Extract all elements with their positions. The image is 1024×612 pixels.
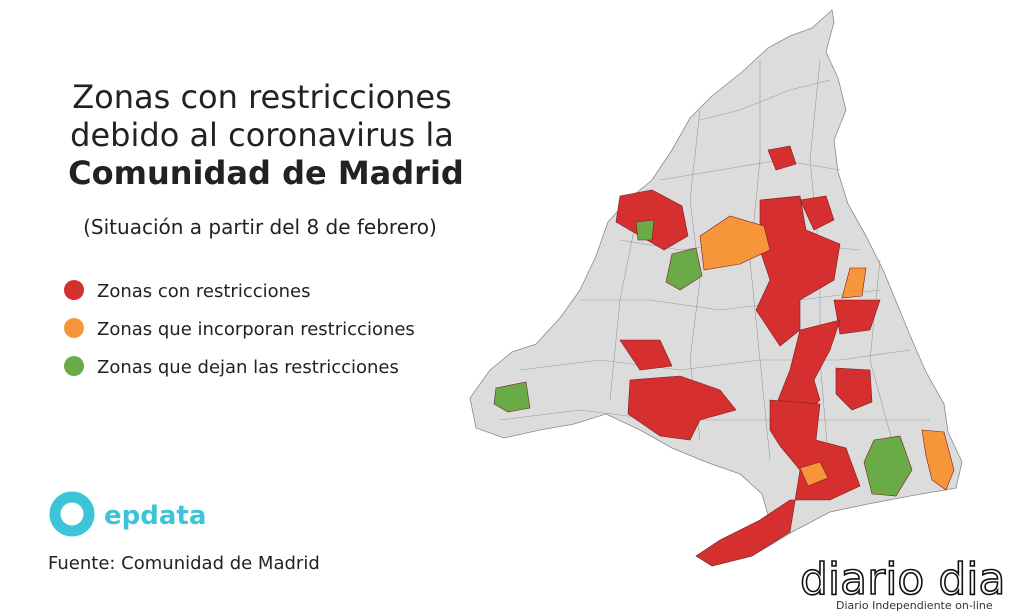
zone <box>841 267 867 299</box>
zones-green <box>493 219 913 497</box>
legend-label: Zonas que incorporan restricciones <box>97 319 415 340</box>
zone <box>799 195 835 231</box>
legend: Zonas con restricciones Zonas que incorp… <box>64 280 415 378</box>
zone <box>627 375 737 441</box>
title-line: Comunidad de Madrid <box>68 154 464 192</box>
zone <box>777 319 841 421</box>
zone <box>799 461 829 487</box>
subtitle: (Situación a partir del 8 de febrero) <box>83 215 437 239</box>
zone <box>863 435 913 497</box>
zone <box>493 381 531 413</box>
legend-swatch <box>64 280 84 300</box>
zone <box>835 367 873 411</box>
legend-label: Zonas que dejan las restricciones <box>97 357 399 378</box>
legend-label: Zonas con restricciones <box>97 281 311 302</box>
zone <box>767 145 797 171</box>
source: Fuente: Comunidad de Madrid <box>48 553 320 574</box>
logo-text: epdata <box>104 501 206 531</box>
zone <box>665 247 703 291</box>
zone <box>619 339 673 371</box>
title-line: debido al coronavirus la <box>70 116 454 154</box>
logo: epdata <box>49 491 206 537</box>
zone <box>695 399 861 567</box>
zones-orange <box>699 215 955 491</box>
watermark-tagline: Diario Independiente on-line <box>836 599 993 612</box>
legend-swatch <box>64 356 84 376</box>
logo-icon <box>49 491 95 537</box>
zone <box>921 429 955 491</box>
zone <box>755 195 841 347</box>
zones-red <box>615 145 881 567</box>
zone <box>635 219 655 241</box>
title-line: Zonas con restricciones <box>72 78 452 116</box>
watermark: diario dia <box>800 554 1005 605</box>
legend-swatch <box>64 318 84 338</box>
map <box>469 9 963 567</box>
zone <box>699 215 771 271</box>
